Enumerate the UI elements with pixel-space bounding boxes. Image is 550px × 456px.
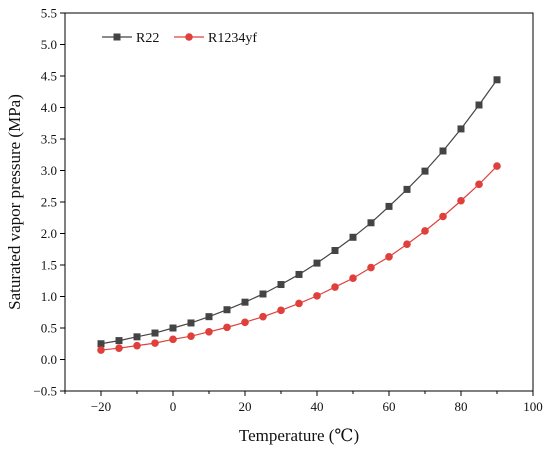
- data-point: [313, 292, 321, 300]
- data-point: [421, 167, 429, 175]
- data-point: [97, 340, 105, 348]
- data-point: [187, 319, 195, 327]
- y-tick-label: 0.5: [41, 321, 57, 336]
- data-point: [169, 335, 177, 344]
- legend-label: R22: [136, 31, 159, 46]
- data-point: [313, 259, 321, 267]
- data-point: [151, 339, 159, 347]
- legend-label: R1234yf: [208, 31, 257, 46]
- legend-marker: [185, 33, 193, 41]
- data-point: [133, 333, 141, 341]
- data-point: [97, 346, 105, 354]
- series-group: [97, 76, 501, 354]
- data-point: [277, 306, 285, 315]
- data-point: [223, 323, 231, 332]
- data-point: [493, 162, 501, 170]
- y-axis-title: Saturated vapor pressure (MPa): [5, 94, 24, 310]
- data-point: [331, 247, 339, 255]
- data-point: [277, 281, 285, 289]
- data-point: [187, 332, 195, 340]
- data-point: [475, 101, 483, 109]
- y-tick-label: 2.0: [41, 226, 57, 241]
- y-tick-label: 3.5: [41, 132, 57, 147]
- x-axis-ticks: −20 0 20 40 60 80 100: [64, 391, 543, 414]
- legend: R22 R1234yf: [102, 31, 257, 46]
- data-point: [367, 219, 375, 227]
- series-r22: [97, 76, 501, 348]
- y-tick-label: 2.5: [41, 195, 57, 210]
- y-tick-label: 1.5: [41, 258, 57, 273]
- series-line: [100, 165, 498, 351]
- data-point: [115, 337, 123, 345]
- series-r1234yf: [97, 162, 501, 354]
- data-point: [331, 283, 339, 291]
- x-tick-label: 20: [239, 399, 252, 414]
- y-tick-label: 5.5: [41, 6, 57, 21]
- data-point: [439, 147, 447, 155]
- data-point: [457, 196, 465, 205]
- data-point: [169, 324, 177, 332]
- x-tick-label: 60: [383, 399, 396, 414]
- data-point: [439, 212, 447, 221]
- data-point: [385, 253, 393, 261]
- x-tick-label: −20: [91, 399, 111, 414]
- y-tick-label: 1.0: [41, 289, 57, 304]
- data-point: [241, 298, 249, 306]
- data-point: [385, 202, 393, 210]
- x-tick-label: 100: [523, 399, 543, 414]
- data-point: [421, 227, 429, 235]
- y-tick-label: 4.5: [41, 69, 57, 84]
- data-point: [349, 274, 357, 283]
- data-point: [493, 76, 501, 84]
- data-point: [367, 263, 375, 272]
- data-point: [241, 318, 249, 327]
- data-point: [295, 270, 303, 278]
- y-tick-label: 0.0: [41, 352, 57, 367]
- y-tick-label: 4.0: [41, 100, 57, 115]
- data-point: [403, 240, 411, 249]
- data-point: [223, 306, 231, 314]
- data-point: [133, 341, 141, 350]
- data-point: [205, 327, 213, 336]
- legend-marker: [113, 33, 121, 41]
- y-tick-label: 3.0: [41, 163, 57, 178]
- y-tick-label: 5.0: [41, 37, 57, 52]
- y-tick-label: −0.5: [33, 384, 57, 399]
- x-tick-label: 40: [311, 399, 324, 414]
- data-point: [205, 313, 213, 321]
- data-point: [475, 180, 483, 189]
- data-point: [259, 290, 267, 298]
- data-point: [349, 233, 357, 241]
- data-point: [115, 344, 123, 352]
- data-point: [151, 329, 159, 337]
- data-point: [403, 185, 411, 193]
- data-point: [259, 312, 267, 321]
- data-point: [295, 299, 303, 308]
- y-axis-ticks: −0.5 0.0 0.5 1.0 1.5 2.0 2.5 3.0 3.5 4.0 4.5 5.0 5.5: [33, 6, 65, 399]
- x-tick-label: 0: [170, 399, 177, 414]
- x-tick-label: 80: [455, 399, 468, 414]
- data-point: [457, 125, 465, 133]
- x-axis-title: Temperature (℃): [239, 426, 359, 445]
